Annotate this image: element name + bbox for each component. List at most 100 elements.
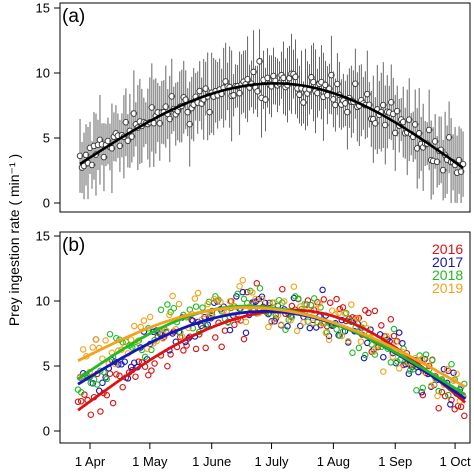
data-point-a-60 bbox=[196, 87, 203, 95]
data-point-2018-83 bbox=[339, 328, 347, 335]
data-point-2016-24 bbox=[151, 360, 158, 367]
data-point-a-144 bbox=[364, 90, 371, 98]
data-point-a-108 bbox=[292, 73, 299, 81]
data-point-a-27 bbox=[130, 110, 138, 117]
data-point-a-23 bbox=[122, 118, 130, 126]
data-point-2017-12 bbox=[115, 361, 122, 368]
data-point-2018-39 bbox=[199, 304, 206, 311]
data-point-2017-17 bbox=[131, 359, 138, 366]
data-point-2016-121 bbox=[461, 412, 468, 420]
data-point-2016-108 bbox=[419, 391, 427, 399]
data-point-a-156 bbox=[387, 99, 395, 106]
data-point-2017-117 bbox=[450, 369, 457, 377]
data-point-2019-68 bbox=[293, 327, 301, 335]
data-point-2017-116 bbox=[447, 401, 454, 408]
y-tick-label-b-10: 10 bbox=[36, 294, 50, 309]
data-point-2018-105 bbox=[409, 365, 417, 373]
data-point-2018-104 bbox=[406, 367, 414, 374]
data-point-2016-91 bbox=[365, 309, 372, 317]
data-point-a-191 bbox=[457, 168, 465, 175]
data-point-a-119 bbox=[314, 89, 321, 97]
data-point-2017-69 bbox=[297, 322, 304, 330]
data-point-a-158 bbox=[391, 129, 399, 137]
data-point-2016-95 bbox=[378, 322, 385, 329]
data-point-2018-50 bbox=[234, 290, 241, 298]
data-point-a-3 bbox=[82, 151, 90, 159]
data-point-2018-90 bbox=[362, 351, 369, 359]
y-tick-label-b-15: 15 bbox=[36, 229, 50, 244]
data-point-2016-99 bbox=[390, 332, 398, 340]
data-point-2019-32 bbox=[178, 333, 186, 340]
data-point-a-117 bbox=[310, 78, 317, 86]
data-point-2016-49 bbox=[231, 321, 238, 329]
legend-item-2017: 2017 bbox=[432, 254, 463, 270]
data-point-a-127 bbox=[330, 96, 337, 103]
data-point-2018-109 bbox=[422, 351, 430, 358]
data-point-2017-114 bbox=[440, 365, 448, 373]
data-point-2019-79 bbox=[328, 307, 336, 314]
data-point-a-112 bbox=[300, 99, 307, 106]
data-point-2016-56 bbox=[253, 280, 261, 287]
data-point-2019-71 bbox=[303, 302, 310, 309]
data-point-a-159 bbox=[393, 107, 401, 115]
axes-layer bbox=[54, 2, 471, 449]
data-point-2018-116 bbox=[445, 391, 452, 399]
data-point-a-126 bbox=[328, 71, 335, 79]
data-point-a-129 bbox=[334, 80, 341, 88]
data-point-2016-4 bbox=[87, 411, 95, 418]
data-point-2019-36 bbox=[191, 295, 199, 302]
data-point-2018-108 bbox=[419, 384, 427, 392]
data-point-2019-84 bbox=[344, 337, 352, 345]
data-point-2019-112 bbox=[434, 392, 441, 400]
data-point-2016-120 bbox=[457, 403, 465, 411]
panel-label-b: (b) bbox=[62, 235, 85, 256]
data-point-a-45 bbox=[166, 115, 174, 123]
data-point-2019-55 bbox=[252, 295, 259, 303]
data-point-2019-37 bbox=[194, 289, 202, 297]
data-point-2016-23 bbox=[148, 367, 155, 374]
data-point-a-93 bbox=[262, 96, 269, 103]
data-point-2019-96 bbox=[383, 332, 390, 340]
data-point-2018-99 bbox=[390, 325, 398, 333]
x-tick-label-3: 1 July bbox=[255, 454, 289, 469]
data-point-a-168 bbox=[411, 121, 419, 128]
data-point-a-133 bbox=[342, 100, 349, 107]
data-point-a-90 bbox=[256, 58, 263, 65]
data-point-2019-88 bbox=[357, 338, 365, 345]
data-point-2018-81 bbox=[333, 326, 340, 333]
data-point-2016-81 bbox=[333, 295, 340, 303]
data-point-a-162 bbox=[399, 118, 407, 126]
data-point-2018-86 bbox=[349, 349, 356, 357]
data-point-2019-17 bbox=[131, 322, 138, 330]
data-point-2017-89 bbox=[360, 354, 368, 362]
data-point-2017-65 bbox=[284, 322, 291, 330]
data-point-2016-82 bbox=[336, 305, 344, 313]
data-point-2017-72 bbox=[306, 324, 314, 332]
data-point-2016-119 bbox=[454, 402, 462, 410]
data-point-2017-101 bbox=[399, 340, 406, 347]
legend-item-2016: 2016 bbox=[432, 241, 463, 257]
data-point-a-16 bbox=[108, 145, 116, 152]
data-point-2018-6 bbox=[93, 381, 101, 388]
data-point-2019-118 bbox=[453, 370, 460, 378]
data-point-2019-52 bbox=[242, 318, 250, 326]
data-point-2016-29 bbox=[167, 351, 174, 358]
data-point-2017-35 bbox=[188, 316, 195, 324]
data-point-a-110 bbox=[296, 91, 303, 98]
data-point-2018-1 bbox=[77, 389, 85, 396]
data-point-a-148 bbox=[372, 120, 379, 127]
data-point-2016-83 bbox=[339, 304, 347, 311]
data-point-2019-59 bbox=[265, 323, 272, 331]
data-point-2018-65 bbox=[282, 326, 289, 333]
data-point-2019-22 bbox=[146, 313, 154, 321]
data-point-2019-61 bbox=[271, 299, 278, 306]
x-tick-label-6: 1 Oct bbox=[440, 454, 471, 469]
data-point-2017-16 bbox=[127, 363, 135, 371]
data-point-a-54 bbox=[184, 108, 192, 116]
data-point-2016-18 bbox=[132, 373, 139, 380]
data-point-2019-66 bbox=[287, 316, 294, 324]
y-tick-label-a-5: 5 bbox=[43, 131, 50, 146]
data-point-2018-4 bbox=[87, 379, 95, 387]
data-point-2019-100 bbox=[395, 365, 403, 372]
y-tick-label-a-10: 10 bbox=[36, 66, 50, 81]
